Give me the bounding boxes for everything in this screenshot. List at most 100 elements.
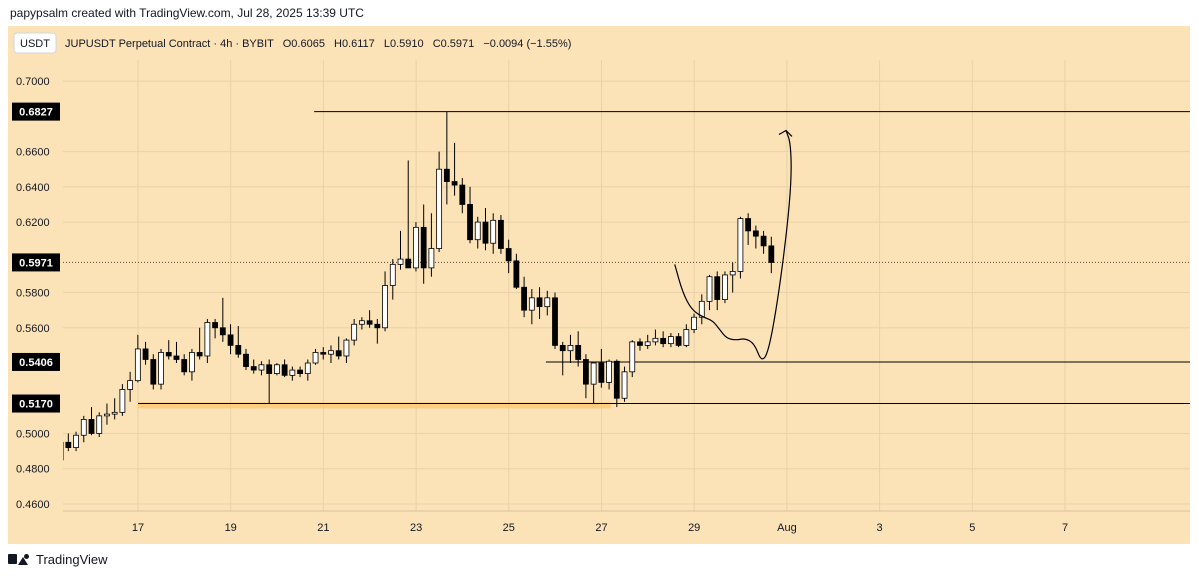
candle-body-up: [737, 218, 744, 272]
candle-body-down: [142, 348, 149, 360]
candle-body-down: [660, 337, 667, 345]
tradingview-logo-icon[interactable]: [8, 552, 30, 566]
support-zone: [138, 402, 611, 409]
candle-body-up: [436, 168, 443, 249]
projection-arrowhead: [778, 129, 793, 137]
footer-brand[interactable]: TradingView: [36, 551, 108, 567]
candle-body-down: [583, 359, 589, 385]
candle-body-down: [181, 359, 188, 373]
candle-body-down: [521, 286, 528, 311]
candle-body-down: [243, 353, 249, 367]
candle-body-up: [73, 434, 79, 448]
low-value: L0.5910: [384, 38, 424, 50]
candle-body-up: [722, 274, 728, 300]
candle-body-down: [760, 235, 767, 247]
currency-badge-box[interactable]: [13, 32, 57, 54]
candle-body-up: [644, 341, 651, 346]
y-tick-label: 0.6600: [16, 147, 50, 159]
y-tick-label: 0.4800: [16, 464, 50, 476]
candle-body-up: [729, 271, 736, 276]
candle-body-down: [88, 418, 95, 434]
candle-body-down: [227, 334, 234, 346]
candle-body-down: [65, 441, 72, 448]
candle-body-down: [637, 341, 643, 346]
candle-body-up: [706, 276, 713, 302]
x-tick-label: 19: [225, 522, 237, 534]
candle-body-up: [428, 248, 435, 269]
candle-body-down: [513, 260, 520, 288]
candle-body-down: [498, 219, 504, 249]
candle-body-up: [590, 362, 597, 385]
candle-body-up: [104, 413, 110, 417]
candle-body-up: [691, 316, 697, 330]
y-tick-label: 0.6400: [16, 182, 50, 194]
y-axis: 0.7000 0.6600 0.6400 0.6200 0.5800 0.5600 0.50…: [8, 26, 63, 544]
close-value: C0.5971: [433, 38, 475, 50]
candle-body-up: [667, 336, 674, 345]
candle-body-up: [119, 389, 126, 413]
x-axis-background: [63, 511, 1190, 544]
candle-body-down: [235, 344, 242, 355]
candle-body-up: [80, 418, 87, 436]
candles: [57, 111, 775, 473]
attribution-text: papypsalm created with TradingView.com, …: [10, 6, 364, 20]
candle-body-down: [150, 359, 157, 385]
candle-body-down: [173, 355, 180, 360]
support-zone-band: [138, 402, 611, 409]
currency-badge[interactable]: USDT: [20, 38, 50, 50]
price-label: 0.5406: [19, 357, 53, 369]
candle-body-down: [768, 245, 775, 263]
grid-lines: [63, 60, 1190, 511]
price-label-box: [12, 352, 60, 371]
x-axis: 17 19 21 23 25 27 29 Aug 3 5 7: [63, 510, 1190, 544]
price-label-box: [12, 394, 60, 413]
candle-body-down: [467, 204, 473, 241]
candle-body-up: [621, 371, 628, 399]
candle-body-up: [389, 263, 396, 286]
price-label-box: [12, 102, 60, 121]
x-tick-label: 7: [1062, 522, 1068, 534]
candle-body-down: [212, 322, 218, 329]
candle-body-up: [606, 360, 612, 383]
candle-body-up: [528, 297, 535, 311]
candle-body-down: [552, 297, 558, 346]
candle-body-down: [752, 230, 759, 237]
high-value: H0.6117: [334, 38, 375, 50]
candle-body-up: [158, 352, 164, 385]
x-tick-label: 3: [877, 522, 883, 534]
x-tick-label: 17: [132, 522, 144, 534]
candle-body-down: [297, 369, 303, 374]
candle-body-up: [134, 348, 141, 382]
candle-body-up: [474, 221, 481, 241]
candle-body-down: [374, 323, 381, 329]
candle-body-down: [219, 327, 226, 336]
legend: USDT JUPUSDT Perpetual Contract · 4h · B…: [13, 32, 571, 54]
candle-body-up: [328, 350, 334, 355]
candle-body-up: [289, 369, 296, 376]
candle-body-down: [165, 352, 172, 357]
price-label-box: [12, 253, 60, 272]
candlestick-chart[interactable]: 0.7000 0.6600 0.6400 0.6200 0.5800 0.5600 0.50…: [8, 26, 1190, 544]
candle-body-down: [451, 181, 458, 186]
y-tick-label: 0.5000: [16, 428, 50, 440]
x-tick-label: 23: [410, 522, 422, 534]
y-tick-label: 0.4600: [16, 499, 50, 511]
candle-body-down: [281, 364, 288, 376]
candle-body-up: [96, 415, 103, 434]
x-tick-label: 21: [317, 522, 329, 534]
candle-body-up: [397, 258, 404, 265]
candle-body-down: [675, 336, 682, 346]
price-label: 0.5971: [19, 257, 53, 269]
candle-body-down: [196, 352, 203, 357]
candle-body-up: [652, 337, 659, 343]
x-tick-label: 5: [969, 522, 975, 534]
candle-body-up: [312, 352, 319, 364]
candle-body-up: [544, 297, 551, 308]
y-tick-label: 0.5800: [16, 288, 50, 300]
projection-path: [674, 130, 792, 360]
candle-body-up: [567, 344, 574, 352]
candle-body-up: [698, 300, 705, 318]
candle-body-up: [683, 329, 690, 346]
y-tick-label: 0.7000: [16, 76, 50, 88]
candle-body-down: [405, 258, 412, 269]
